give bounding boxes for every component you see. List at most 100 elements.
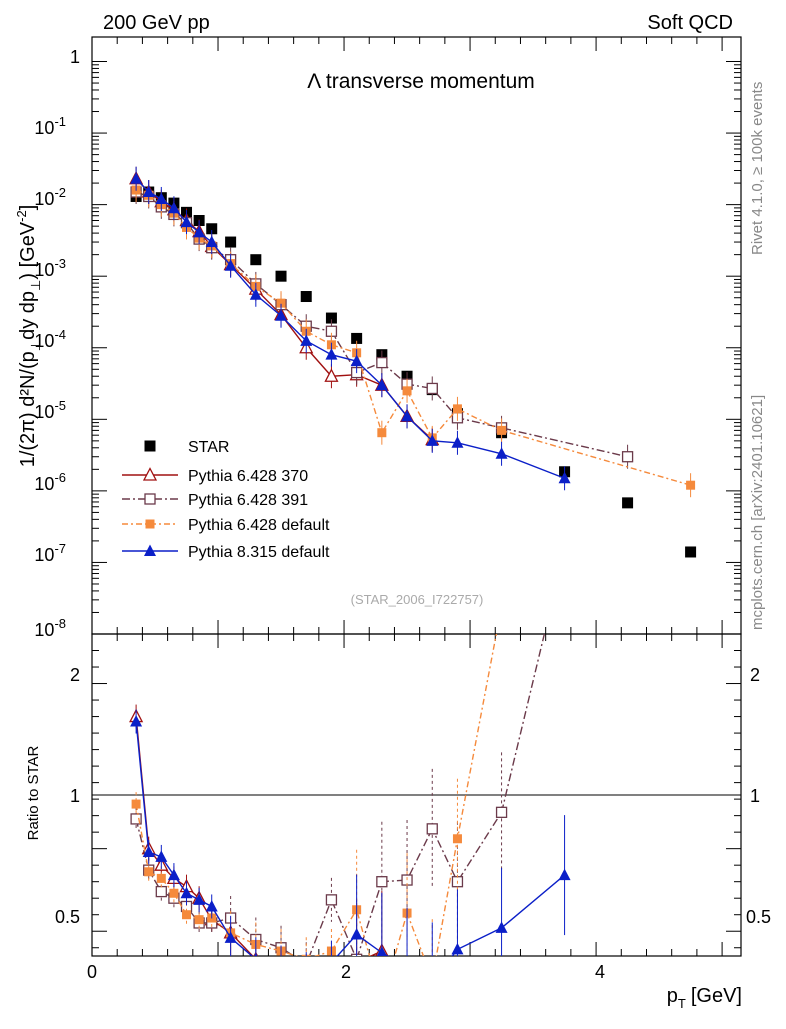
main-series-p8def — [130, 166, 571, 491]
main-point-p8def — [224, 259, 237, 271]
ratio-point-p6def — [377, 996, 386, 1005]
ylabel-close: ) [GeV — [17, 221, 39, 279]
ratio-point-p391 — [155, 885, 167, 898]
main-point-p8def — [180, 215, 193, 228]
ratio-point-p8def — [167, 868, 180, 881]
ratio-point-p8def — [426, 976, 438, 988]
svg-text:1/(2π) d²N/(p⊥dy: 1/(2π) d²N/(p⊥dy dp⊥) [GeV-2] — [14, 205, 43, 468]
ratio-axis-ticks — [91, 633, 741, 956]
ratio-ytick-05-right: 0.5 — [746, 907, 771, 927]
ratio-point-p8def — [205, 899, 218, 912]
ratio-point-p6def — [194, 915, 204, 925]
ylabel-sup: -2 — [14, 210, 29, 222]
ratio-point-p6def — [156, 873, 166, 883]
ylabel-end: ] — [17, 205, 39, 211]
main-point-star — [225, 236, 237, 248]
ylabel-sub2: ⊥ — [28, 280, 43, 291]
ratio-ytick-1-left: 1 — [70, 786, 80, 806]
xtick-0: 0 — [87, 962, 97, 982]
ratio-point-p8def — [300, 968, 312, 980]
ratio-point-p6def — [428, 975, 437, 984]
main-point-p8def — [451, 436, 464, 448]
legend: STAR Pythia 6.428 370 Pythia 6.428 391 P… — [188, 439, 330, 561]
main-point-p6def — [497, 425, 507, 435]
ratio-point-p8def — [401, 961, 413, 973]
analysis-label: (STAR_2006_I722757) — [351, 592, 484, 607]
main-point-star — [622, 497, 634, 509]
main-point-star — [250, 254, 262, 266]
main-point-p391 — [376, 356, 388, 369]
main-point-p8def — [558, 471, 571, 484]
ratio-point-p370 — [275, 959, 287, 971]
main-point-p8def — [249, 288, 262, 300]
ytick-9: 10-8 — [34, 616, 66, 640]
ratio-ytick-1-right: 1 — [750, 786, 760, 806]
main-point-p8def — [167, 201, 180, 214]
ratio-point-p370 — [325, 983, 337, 995]
ratio-ytick-2-right: 2 — [750, 665, 760, 685]
ratio-point-p6def — [182, 910, 192, 920]
main-ytick-labels: 1 10-1 10-2 10-3 10-4 10-5 10-6 10-7 10-… — [34, 47, 80, 640]
header-left: 200 GeV pp — [103, 12, 210, 34]
main-point-p8def — [205, 235, 218, 248]
ytick-6: 10-5 — [34, 398, 66, 422]
ratio-point-p391 — [495, 806, 508, 818]
main-series-layer — [129, 166, 697, 558]
ratio-point-p391 — [623, 282, 633, 292]
ratio-point-p8def — [350, 928, 363, 940]
legend-marker-p6def — [145, 519, 155, 529]
ratio-point-p6def — [144, 867, 154, 877]
ratio-point-p8def — [254, 952, 258, 956]
ylabel-main: d²N/(p — [17, 351, 39, 407]
ratio-point-p8def — [376, 946, 387, 956]
ytick-4: 10-3 — [34, 256, 66, 280]
legend-p370-label: Pythia 6.428 370 — [188, 468, 308, 485]
main-point-p391 — [426, 382, 438, 395]
ratio-point-p391 — [426, 823, 438, 835]
main-point-p8def — [300, 334, 313, 346]
ytick-3: 10-2 — [34, 185, 66, 209]
ratio-point-p8def — [275, 961, 287, 973]
main-point-p8def — [426, 434, 439, 446]
main-point-p8def — [375, 378, 388, 391]
header-right: Soft QCD — [647, 12, 733, 34]
ratio-point-p8def — [558, 868, 571, 881]
main-point-star — [275, 270, 287, 282]
ratio-point-p6def — [169, 888, 179, 898]
legend-marker-p8def — [144, 544, 156, 556]
ratio-ytick-2-left: 2 — [70, 665, 80, 685]
main-point-p8def — [495, 447, 508, 459]
main-point-p8def — [401, 409, 414, 422]
ratio-point-p8def — [193, 893, 206, 905]
legend-star-label: STAR — [188, 439, 229, 456]
ratio-ylabel: Ratio to STAR — [25, 745, 42, 840]
ratio-point-p8def — [224, 931, 237, 943]
ratio-point-p391 — [376, 876, 388, 888]
legend-p8def-label: Pythia 8.315 default — [188, 544, 330, 561]
ratio-point-p8def — [325, 956, 337, 968]
ratio-point-p6def — [131, 799, 141, 809]
main-title: Λ transverse momentum — [307, 70, 535, 93]
ytick-5: 10-4 — [34, 327, 66, 351]
ratio-point-p8def — [130, 715, 143, 727]
ylabel-mid: dy dp — [17, 291, 39, 340]
legend-marker-p391 — [144, 493, 156, 505]
legend-marks — [122, 440, 178, 556]
main-point-p8def — [155, 192, 168, 204]
main-ylabel: 1/(2π) d²N/(p⊥dy dp⊥) [GeV-2] — [14, 205, 43, 468]
mcplots-label: mcplots.cern.ch [arXiv:2401.10621] — [749, 395, 766, 630]
main-point-star — [300, 291, 312, 303]
ratio-line-p8def — [135, 721, 566, 956]
main-point-p8def — [275, 309, 288, 321]
main-axis-ticks — [91, 37, 741, 635]
xtick-labels: 0 2 4 — [87, 962, 605, 982]
main-point-p6def — [686, 480, 696, 490]
main-point-star — [351, 332, 363, 344]
ytick-8: 10-7 — [34, 541, 66, 565]
ratio-point-p370 — [355, 954, 358, 956]
ratio-point-p6def — [452, 834, 462, 844]
main-point-p6def — [276, 298, 286, 308]
main-point-p6def — [452, 404, 462, 414]
xtick-2: 2 — [341, 962, 351, 982]
